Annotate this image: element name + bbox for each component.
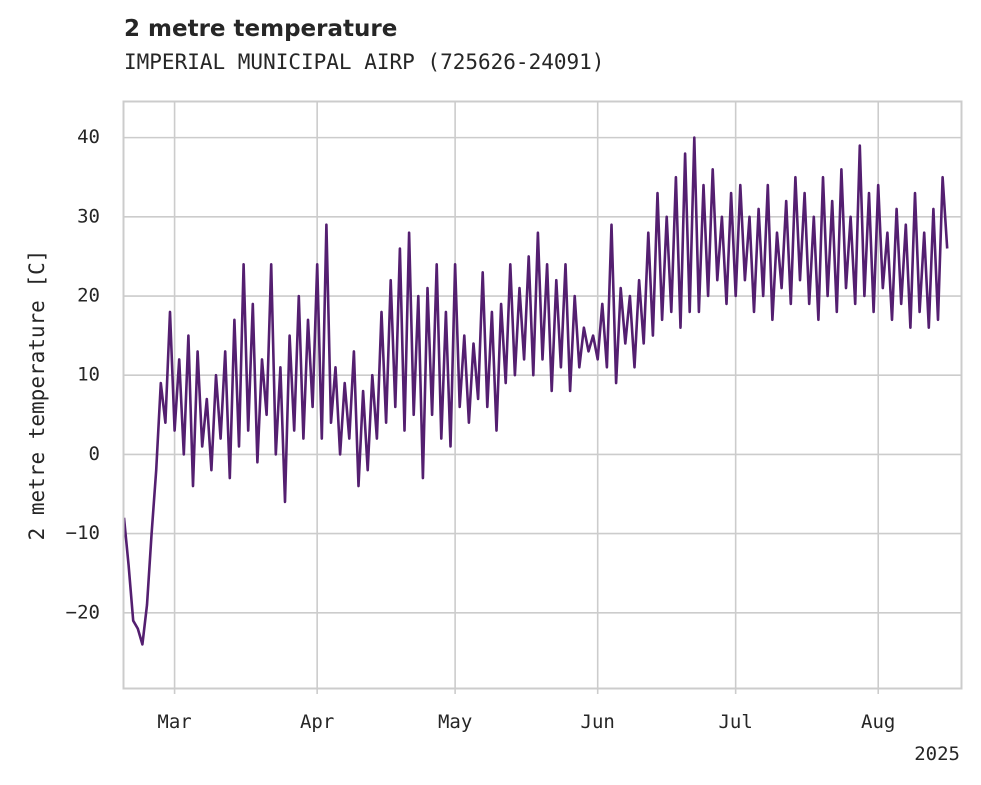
x-axis-year-label: 2025 — [914, 743, 960, 765]
y-axis: −20 −10 0 10 20 30 40 — [66, 126, 100, 623]
y-tick-label: 10 — [77, 364, 100, 386]
x-tick-label: Jun — [581, 711, 615, 733]
x-tick-label: Jul — [718, 711, 752, 733]
y-tick-label: 0 — [89, 443, 100, 465]
y-tick-label: 20 — [77, 285, 100, 307]
plot-frame — [122, 100, 963, 690]
chart-title: 2 metre temperature — [124, 16, 398, 42]
series-group — [122, 136, 949, 646]
x-tick-label: Mar — [157, 711, 191, 733]
y-tick-label: 30 — [77, 205, 100, 227]
y-tick-label: 40 — [77, 126, 100, 148]
x-tick-label: Aug — [861, 711, 895, 733]
x-axis: Mar Apr May Jun Jul Aug — [157, 688, 895, 733]
chart-subtitle: IMPERIAL MUNICIPAL AIRP (725626-24091) — [124, 50, 605, 74]
y-axis-label: 2 metre temperature [C] — [25, 250, 49, 541]
x-tick-label: Apr — [300, 711, 334, 733]
series-line — [122, 136, 949, 646]
y-tick-label: −20 — [66, 601, 100, 623]
x-tick-label: May — [438, 711, 472, 733]
y-tick-label: −10 — [66, 522, 100, 544]
